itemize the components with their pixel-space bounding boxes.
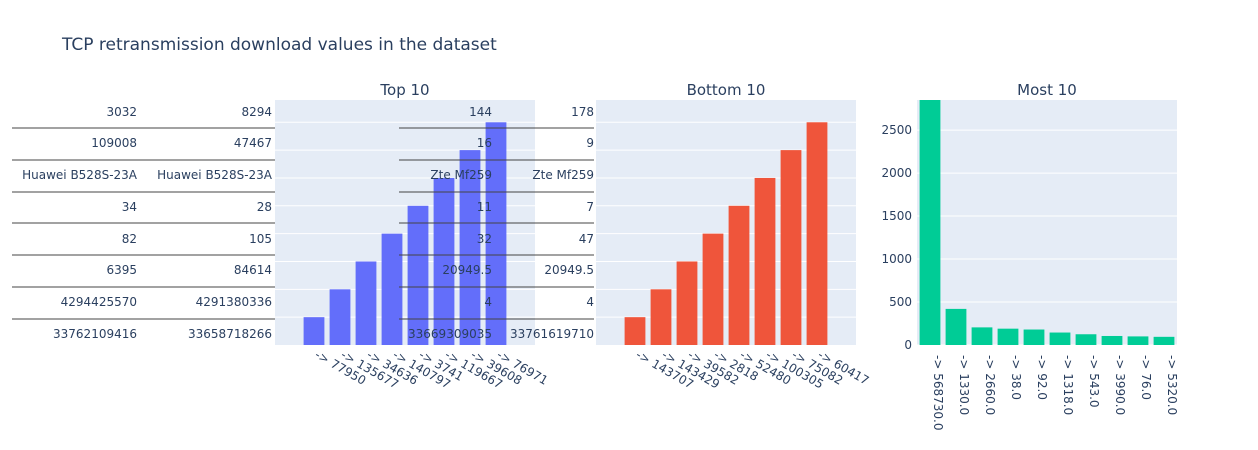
x-tick-label: -> 5320.0 [1165,355,1179,415]
bar [676,261,698,345]
table-cell: 7 [586,200,594,214]
table-cell: 28 [257,200,272,214]
table-cell: 84614 [234,263,272,277]
y-tick-label: 1000 [881,252,912,266]
y-tick-label: 2500 [881,123,912,137]
bar [1153,336,1175,345]
bar [624,317,646,345]
bar [754,177,776,345]
x-tick-label: -> 76.0 [1139,355,1153,400]
table-2: 144 16 Zte Mf259 11 32 20949.5 4 33669309035 178… [399,105,594,341]
y-tick-label: 2000 [881,166,912,180]
table-cell: Zte Mf259 [430,168,492,182]
bar [1101,335,1123,345]
table-cell: 178 [571,105,594,119]
x-tick-label: -> 38.0 [1009,355,1023,400]
bar [780,150,802,345]
bar [945,308,967,345]
bar [433,177,455,345]
bar [303,317,325,345]
y-tick-label: 1500 [881,209,912,223]
bar [997,328,1019,345]
table-cell: 20949.5 [544,263,594,277]
bar [971,327,993,345]
x-tick-label: -> 92.0 [1035,355,1049,400]
y-tick-label: 500 [889,295,912,309]
x-tick-label: -> 1330.0 [957,355,971,415]
table-cell: 34 [122,200,137,214]
table-cell: 8294 [241,105,272,119]
table-cell: 4294425570 [61,295,137,309]
table-cell: 11 [477,200,492,214]
table-cell: 32 [477,232,492,246]
bar [1127,336,1149,345]
bar [806,122,828,345]
bar [919,100,941,345]
table-cell: 33658718266 [188,327,272,341]
table-cell: 9 [586,136,594,150]
bar [329,289,351,345]
table-cell: 144 [469,105,492,119]
bar [381,233,403,345]
bar [650,289,672,345]
table-cell: 82 [122,232,137,246]
table-cell: 20949.5 [442,263,492,277]
table-cell: Zte Mf259 [532,168,594,182]
bar [728,205,750,345]
y-tick-label: 0 [904,338,912,352]
table-cell: 47467 [234,136,272,150]
table-cell: 109008 [91,136,137,150]
table-cell: 33761619710 [510,327,594,341]
bar [485,122,507,345]
bar [355,261,377,345]
table-cell: 3032 [106,105,137,119]
x-tick-label: -> 568730.0 [931,355,945,430]
bar [702,233,724,345]
x-tick-label: -> 1318.0 [1061,355,1075,415]
bar [1075,334,1097,345]
subplot-title: Top 10 [379,81,429,99]
plots-layer: Top 10-> 77950-> 135677-> 34636-> 140797… [275,81,1179,430]
table-cell: 4291380336 [196,295,272,309]
figure-title: TCP retransmission download values in th… [61,35,497,55]
table-1: 3032 109008 Huawei B528S-23A 34 82 6395 429442… [12,105,275,341]
subplot-2: Bottom 10-> 143707-> 143429-> 39582-> 28… [596,81,871,392]
x-tick-label: -> 2660.0 [983,355,997,415]
table-cell: 6395 [106,263,137,277]
bar [407,205,429,345]
x-tick-label: -> 3990.0 [1113,355,1127,415]
bar [459,150,481,345]
table-cell: 33762109416 [53,327,137,341]
table-cell: 4 [484,295,492,309]
subplot-3: 0 500 1000 1500 2000 2500 Most 10 -> 568730.0 ->… [881,81,1179,430]
x-tick-label: -> 543.0 [1087,355,1101,408]
plot-background [917,100,1177,345]
table-cell: 33669309035 [408,327,492,341]
table-cell: 4 [586,295,594,309]
table-cell: Huawei B528S-23A [22,168,138,182]
bar [1023,329,1045,345]
table-cell: 16 [477,136,492,150]
tables-layer: 3032 109008 Huawei B528S-23A 34 82 6395 429442… [12,105,594,341]
table-cell: Huawei B528S-23A [157,168,273,182]
table-cell: 105 [249,232,272,246]
subplot-title: Most 10 [1017,81,1077,99]
table-cell: 47 [579,232,594,246]
bar [1049,332,1071,345]
subplot-title: Bottom 10 [687,81,766,99]
